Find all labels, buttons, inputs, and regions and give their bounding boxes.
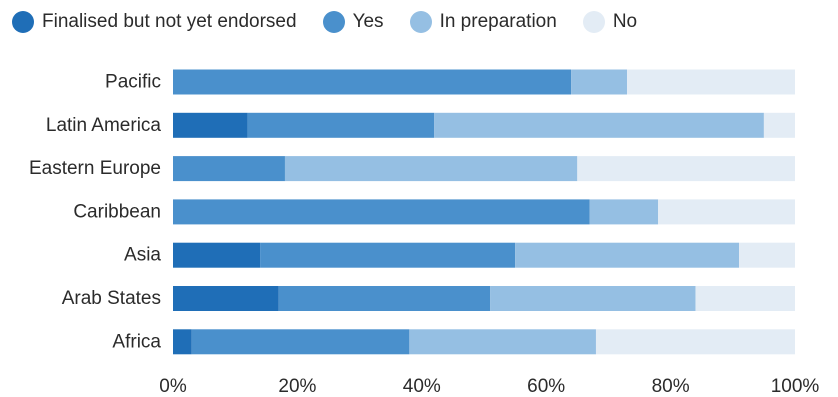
legend-item-yes: Yes: [322, 11, 384, 33]
category-label-caribbean: Caribbean: [73, 201, 161, 222]
bar-asia-in-preparation: [515, 242, 740, 268]
bar-africa-in-preparation: [409, 329, 596, 355]
bar-caribbean-no: [658, 199, 795, 225]
bar-arab-states-yes: [278, 286, 491, 311]
bar-asia-finalised-but-not-yet-endorsed: [173, 242, 261, 268]
legend-item-finalised: Finalised but not yet endorsed: [12, 11, 297, 33]
legend-swatch-in-preparation: [409, 11, 432, 33]
legend-label-finalised: Finalised but not yet endorsed: [42, 11, 297, 32]
x-tick-label: 0%: [159, 376, 187, 397]
category-label-asia: Asia: [124, 245, 161, 266]
bar-latin-america-no: [763, 112, 795, 138]
bar-eastern-europe-no: [577, 156, 795, 182]
legend-swatch-finalised: [12, 11, 34, 33]
x-tick-label: 60%: [527, 376, 565, 397]
bar-arab-states-in-preparation: [490, 286, 696, 311]
category-label-arab-states: Arab States: [62, 288, 161, 309]
category-label-pacific: Pacific: [105, 72, 161, 93]
bar-eastern-europe-in-preparation: [284, 156, 578, 182]
bar-eastern-europe-yes: [173, 156, 285, 182]
bar-latin-america-finalised-but-not-yet-endorsed: [173, 112, 248, 138]
bar-arab-states-no: [695, 286, 795, 311]
x-tick-label: 20%: [278, 376, 316, 397]
bar-asia-yes: [260, 242, 516, 268]
x-tick-label: 100%: [771, 376, 820, 397]
x-tick-label: 80%: [652, 376, 690, 397]
bar-caribbean-yes: [173, 199, 590, 225]
category-label-eastern-europe: Eastern Europe: [29, 158, 161, 179]
bar-pacific-yes: [173, 69, 572, 95]
legend-label-no: No: [612, 11, 638, 32]
category-label-africa: Africa: [112, 331, 161, 352]
bar-pacific-no: [627, 69, 795, 95]
bar-latin-america-yes: [247, 112, 435, 138]
bar-africa-yes: [191, 329, 410, 355]
legend-item-no: No: [582, 11, 638, 33]
bar-asia-no: [739, 242, 795, 268]
bar-africa-finalised-but-not-yet-endorsed: [173, 329, 192, 355]
bar-pacific-in-preparation: [571, 69, 628, 95]
legend-item-in-preparation: In preparation: [409, 11, 557, 33]
legend-swatch-no: [582, 11, 605, 33]
bar-latin-america-in-preparation: [434, 112, 764, 138]
legend-label-in-preparation: In preparation: [439, 11, 557, 32]
category-label-latin-america: Latin America: [46, 115, 162, 136]
legend-label-yes: Yes: [352, 11, 384, 32]
legend: Finalised but not yet endorsed Yes In pr…: [12, 8, 663, 36]
x-tick-label: 40%: [403, 376, 441, 397]
bar-caribbean-in-preparation: [589, 199, 659, 225]
legend-swatch-yes: [322, 11, 345, 33]
bar-africa-no: [595, 329, 795, 355]
bar-arab-states-finalised-but-not-yet-endorsed: [173, 286, 279, 311]
